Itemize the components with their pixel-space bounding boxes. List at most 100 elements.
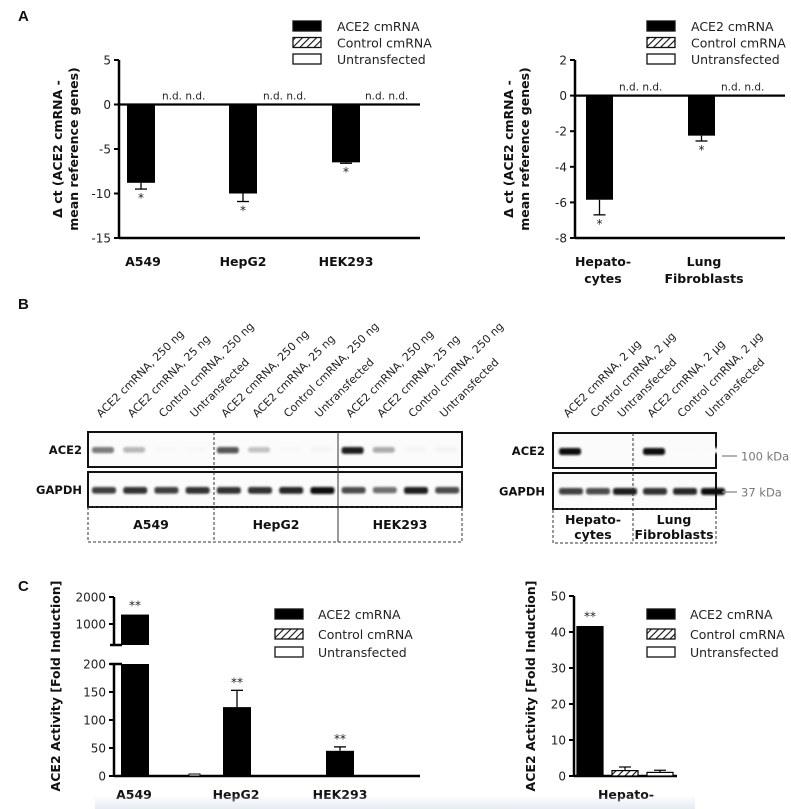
y-tick-label: 40 [551, 626, 566, 640]
legend-label-0: ACE2 cmRNA [337, 19, 420, 34]
group-label: HepG2 [253, 517, 300, 532]
y-tick-label: -10 [91, 187, 111, 201]
legend-label-1: Control cmRNA [690, 627, 785, 642]
band-gapdh [586, 488, 610, 495]
band-gapdh [435, 487, 460, 494]
blot-row-gapdh [87, 471, 463, 508]
group-label: Fibroblasts [634, 527, 713, 542]
legend-swatch-0 [646, 20, 676, 32]
panel-letter-c: C [18, 578, 29, 595]
y-tick-label: 10 [551, 734, 566, 748]
legend-label-2: Untransfected [337, 52, 426, 67]
legend-swatch-0 [292, 20, 322, 32]
significance-marker: * [240, 204, 246, 218]
y-tick-label: -2 [555, 125, 567, 139]
y-tick-label: 150 [83, 686, 106, 700]
row-label: ACE2 [512, 444, 545, 458]
bar-control-cmrna [611, 769, 639, 777]
panel-letter-b: B [18, 296, 29, 313]
category-label: A549 [125, 254, 161, 269]
significance-marker: ** [584, 610, 596, 624]
chart-a-right: 2 0 -2 -4 -6 -8 * n.d. n.d. * n.d. n.d. Δ ct (ACE2… [501, 19, 786, 286]
legend-label-2: Untransfected [318, 645, 407, 660]
category-label: Hepato- [575, 254, 631, 269]
y-tick-label: -8 [555, 232, 567, 246]
legend-swatch-1 [646, 628, 676, 640]
bar-ace2-cmrna-lower [121, 664, 149, 776]
y-axis-label-line: Δ ct (ACE2 cmRNA - [50, 80, 65, 218]
y-axis-label: ACE2 Activity [Fold Induction] [523, 581, 538, 792]
category-label: Fibroblasts [664, 271, 743, 286]
y-tick-label: 5 [103, 54, 111, 68]
category-label: HepG2 [220, 254, 267, 269]
band-gapdh [559, 488, 583, 495]
y-tick-label: 0 [98, 770, 106, 784]
legend-label-0: ACE2 cmRNA [690, 607, 773, 622]
significance-marker: ** [334, 732, 346, 746]
y-axis-label: ACE2 Activity [Fold Induction] [48, 581, 63, 792]
legend-swatch-1 [274, 628, 304, 640]
bar-ace2-cmrna [229, 104, 257, 194]
band-gapdh [643, 488, 667, 495]
y-axis-label-line: ACE2 Activity [Fold Induction] [48, 581, 63, 792]
legend-swatch-2 [646, 53, 676, 65]
legend-swatch-1 [646, 36, 676, 49]
y-axis-label: Δ ct (ACE2 cmRNA -mean reference genes) [501, 67, 532, 230]
bar-ace2-cmrna-upper [121, 614, 149, 645]
band-gapdh [185, 487, 210, 494]
bar-ace2-cmrna [223, 707, 251, 776]
band-gapdh [701, 488, 725, 495]
y-tick-label: 30 [551, 662, 566, 676]
significance-marker: ** [231, 675, 243, 689]
y-tick-label: 200 [83, 658, 106, 672]
legend-swatch-2 [292, 53, 322, 65]
legend-label-2: Untransfected [690, 645, 779, 660]
bar-untransfected [646, 771, 674, 777]
legend-swatch-2 [274, 646, 304, 658]
y-tick-label: 20 [551, 698, 566, 712]
y-tick-label: 2000 [75, 591, 106, 605]
band-gapdh [216, 487, 241, 494]
band-ace2 [643, 448, 665, 455]
legend-swatch-1 [292, 36, 322, 49]
significance-marker: * [597, 217, 603, 231]
y-axis-label-line: ACE2 Activity [Fold Induction] [523, 581, 538, 792]
band-gapdh [673, 488, 697, 495]
y-tick-label: -6 [555, 196, 567, 210]
band-gapdh [310, 487, 335, 494]
bar-ace2-cmrna [127, 104, 155, 183]
band-gapdh [279, 487, 304, 494]
category-label: Lung [687, 254, 722, 269]
not-detected-label: n.d. n.d. [619, 82, 662, 94]
band-ace2 [341, 447, 364, 454]
not-detected-label: n.d. n.d. [721, 82, 764, 94]
group-label: HEK293 [373, 517, 428, 532]
chart-c-left: 0 50 100 150 200 1000 2000 ** ** ** ACE2 Activity … [48, 581, 420, 802]
not-detected-label: n.d. n.d. [365, 91, 408, 103]
band-ace2 [435, 447, 458, 453]
band-ace2 [248, 447, 270, 453]
bar-ace2-cmrna [576, 625, 604, 777]
y-tick-label: -5 [99, 143, 111, 157]
band-ace2 [154, 447, 177, 453]
group-label: cytes [574, 527, 611, 542]
band-gapdh [372, 487, 397, 494]
bar-ace2-cmrna [586, 95, 613, 200]
group-label: A549 [133, 517, 169, 532]
y-tick-label: -4 [555, 160, 567, 174]
group-label: Lung [657, 512, 692, 527]
band-ace2 [372, 447, 395, 453]
bar-ace2-cmrna [688, 95, 715, 136]
y-axis-label: Δ ct (ACE2 cmRNA -mean reference genes) [50, 67, 81, 230]
row-label: GAPDH [499, 485, 545, 499]
y-tick-label: 1000 [75, 618, 106, 632]
legend-swatch-0 [274, 608, 304, 620]
band-gapdh [154, 487, 179, 494]
legend-swatch-2 [646, 646, 676, 658]
row-label: ACE2 [49, 443, 82, 457]
band-ace2 [92, 447, 114, 454]
band-gapdh [248, 487, 272, 494]
molecular-weight-marker: 100 kDa [741, 450, 789, 464]
